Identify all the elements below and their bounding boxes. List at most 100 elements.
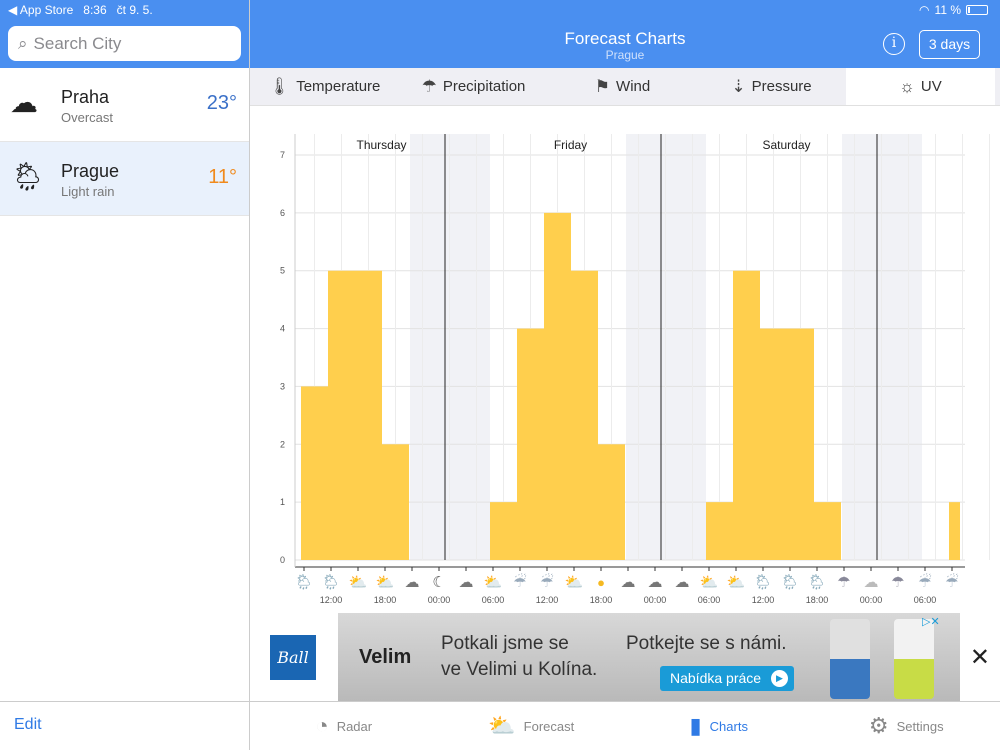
rain-icon: ☔ bbox=[918, 573, 931, 591]
uv-bar bbox=[760, 328, 787, 560]
x-tick-label: 18:00 bbox=[590, 595, 613, 605]
ad-cta-button[interactable]: Nabídka práce ▶ bbox=[660, 666, 794, 691]
uv-bar bbox=[544, 212, 571, 560]
range-button[interactable]: 3 days bbox=[919, 30, 980, 59]
info-button[interactable]: i bbox=[883, 33, 905, 55]
x-tick-label: 12:00 bbox=[752, 595, 775, 605]
uv-bar bbox=[328, 270, 355, 560]
tab-wind[interactable]: ⚑ Wind bbox=[548, 68, 697, 105]
tab-radar[interactable]: ◔ Radar bbox=[250, 702, 438, 750]
advertisement[interactable]: Ball Velim Potkali jsme se ve Velimi u K… bbox=[250, 613, 1000, 701]
ad-text: Potkali jsme se bbox=[441, 633, 569, 654]
rain-icon: ☔ bbox=[540, 573, 553, 591]
night-cloudy-icon: ☁ bbox=[621, 574, 636, 591]
x-tick-label: 12:00 bbox=[320, 595, 343, 605]
edit-button[interactable]: Edit bbox=[14, 716, 42, 733]
uv-bar bbox=[598, 444, 625, 560]
night-moon-icon: ☾ bbox=[432, 574, 445, 591]
tab-charts[interactable]: ▮ Charts bbox=[625, 702, 813, 750]
gear-icon: ⚙ bbox=[868, 713, 889, 738]
x-tick-label: 06:00 bbox=[914, 595, 937, 605]
city-name: Prague bbox=[61, 161, 120, 181]
night-cloudy-icon: ☁ bbox=[648, 574, 663, 591]
partly-sunny-icon: ⛅ bbox=[565, 574, 584, 591]
ad-cta-label: Nabídka práce bbox=[670, 670, 762, 686]
search-placeholder: Search City bbox=[33, 33, 122, 53]
tab-pressure[interactable]: ⇣ Pressure bbox=[697, 68, 846, 105]
day-label: Friday bbox=[554, 138, 587, 152]
uv-bar bbox=[949, 502, 960, 560]
page-title: Forecast Charts bbox=[564, 29, 686, 48]
search-input[interactable]: ⌕ Search City bbox=[8, 26, 241, 61]
y-tick-label: 6 bbox=[280, 208, 285, 218]
x-tick-label: 00:00 bbox=[860, 595, 883, 605]
x-tick-label: 00:00 bbox=[644, 595, 667, 605]
adchoices-icon[interactable]: ▷✕ bbox=[922, 616, 940, 628]
tab-label: Wind bbox=[616, 78, 651, 95]
x-tick-label: 18:00 bbox=[806, 595, 829, 605]
overcast-icon: ☁ bbox=[864, 574, 879, 591]
sun-icon: ☼ bbox=[899, 76, 915, 96]
wifi-icon: ◠ bbox=[919, 3, 930, 17]
x-tick-label: 06:00 bbox=[698, 595, 721, 605]
city-temp: 23° bbox=[206, 92, 237, 114]
night-cloudy-icon: ☁ bbox=[405, 574, 420, 591]
tab-precipitation[interactable]: ☂ Precipitation bbox=[399, 68, 548, 105]
close-ad-button[interactable]: ✕ bbox=[969, 644, 990, 671]
tab-uv[interactable]: ☼ UV bbox=[846, 68, 995, 105]
tab-label: UV bbox=[920, 78, 942, 95]
uv-bar bbox=[382, 444, 409, 560]
y-tick-label: 2 bbox=[280, 439, 285, 449]
ad-text: Potkejte se s námi. bbox=[626, 633, 787, 654]
partly-sunny-icon: ⛅ bbox=[484, 574, 503, 591]
clock: 8:36 bbox=[83, 3, 107, 17]
y-tick-label: 0 bbox=[280, 555, 285, 565]
partly-sunny-icon: ⛅ bbox=[700, 574, 719, 591]
sidebar: ⌕ Search City ☁ Praha Overcast 23° 🌦 Prag… bbox=[0, 0, 250, 750]
rain-sun-icon: 🌦 bbox=[294, 574, 313, 591]
rain-icon: ☔ bbox=[945, 573, 958, 591]
city-item-prague[interactable]: 🌦 Prague Light rain 11° bbox=[0, 142, 249, 216]
tab-label: Settings bbox=[896, 718, 944, 734]
tab-forecast[interactable]: ⛅ Forecast bbox=[438, 702, 626, 750]
partly-sunny-icon: ⛅ bbox=[376, 574, 395, 591]
rain-sun-icon: 🌦 bbox=[321, 574, 340, 591]
night-cloudy-icon: ☁ bbox=[675, 574, 690, 591]
x-tick-label: 00:00 bbox=[428, 595, 451, 605]
rain-night-icon: ☂ bbox=[837, 574, 850, 591]
city-item-praha[interactable]: ☁ Praha Overcast 23° bbox=[0, 68, 249, 142]
x-tick-label: 18:00 bbox=[374, 595, 397, 605]
uv-bar bbox=[301, 386, 328, 560]
charts-icon: ▮ bbox=[689, 713, 702, 738]
uv-bar bbox=[490, 502, 517, 560]
rain-sun-icon: 🌦 bbox=[753, 574, 772, 591]
ad-figure bbox=[830, 619, 870, 699]
ad-brand: Velim bbox=[359, 646, 412, 668]
forecast-icon: ⛅ bbox=[488, 713, 516, 738]
rain-cloud-icon: ☂ bbox=[421, 76, 437, 96]
partly-sunny-icon: ⛅ bbox=[349, 574, 368, 591]
uv-bar bbox=[733, 270, 760, 560]
main: Forecast Charts Prague i 3 days 🌡 Tempera… bbox=[250, 0, 1000, 750]
city-temp: 11° bbox=[208, 166, 237, 188]
sun-icon: ● bbox=[597, 575, 605, 590]
rain-sun-icon: 🌦 bbox=[10, 161, 46, 192]
header: Forecast Charts Prague i 3 days bbox=[250, 0, 1000, 68]
y-tick-label: 5 bbox=[280, 266, 285, 276]
city-name: Praha bbox=[61, 87, 110, 107]
tab-settings[interactable]: ⚙ Settings bbox=[813, 702, 1000, 750]
tab-label: Pressure bbox=[751, 78, 812, 95]
uv-bar bbox=[814, 502, 841, 560]
tab-label: Temperature bbox=[296, 78, 381, 95]
rain-sun-icon: 🌦 bbox=[780, 574, 799, 591]
tab-label: Radar bbox=[336, 718, 373, 734]
y-tick-label: 1 bbox=[280, 497, 285, 507]
battery-level: 11 % bbox=[934, 3, 961, 17]
back-to-app-store[interactable]: ◀ App Store bbox=[8, 3, 74, 17]
tab-temperature[interactable]: 🌡 Temperature bbox=[250, 68, 399, 105]
uv-bar bbox=[355, 270, 382, 560]
ad-text: ve Velimi u Kolína. bbox=[441, 659, 598, 680]
battery-icon bbox=[966, 5, 988, 15]
ad-banner[interactable]: Velim Potkali jsme se ve Velimi u Kolína… bbox=[338, 613, 960, 701]
x-tick-label: 12:00 bbox=[536, 595, 559, 605]
